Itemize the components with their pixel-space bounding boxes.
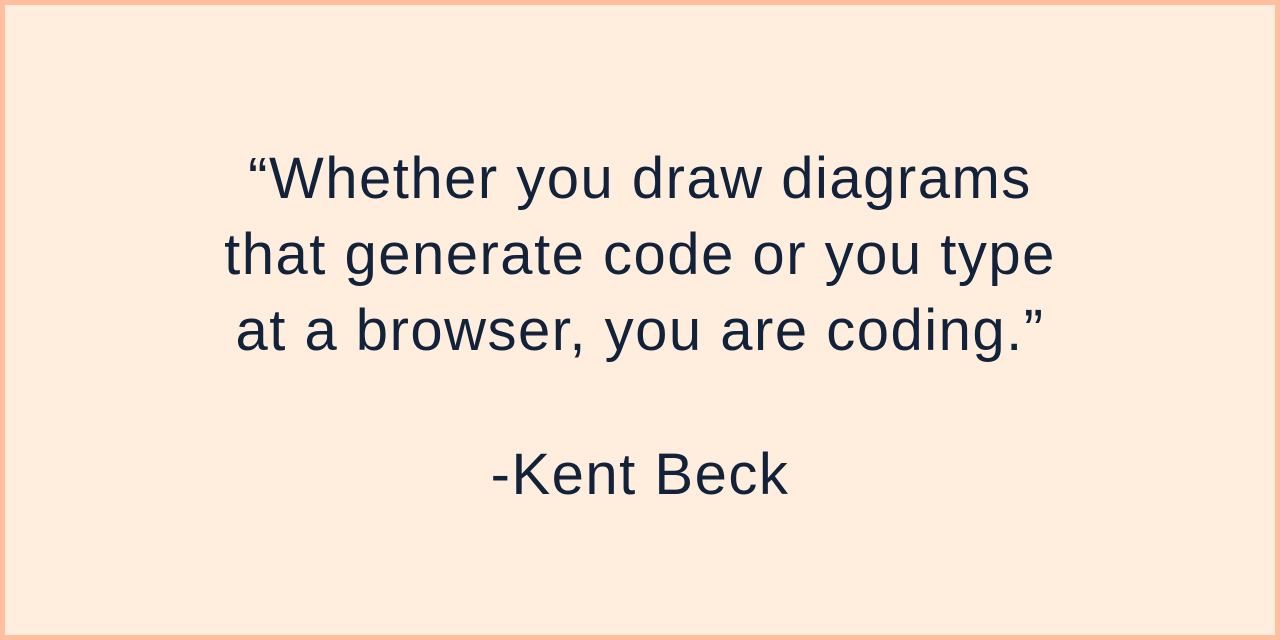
quote-line-3: at a browser, you are coding.” [235,298,1045,363]
quote-line-2: that generate code or you type [224,222,1056,287]
quote-line-1: “Whether you draw diagrams [248,146,1032,211]
quote-author: -Kent Beck [490,442,790,507]
quote-text: “Whether you draw diagrams that generate… [5,141,1275,369]
